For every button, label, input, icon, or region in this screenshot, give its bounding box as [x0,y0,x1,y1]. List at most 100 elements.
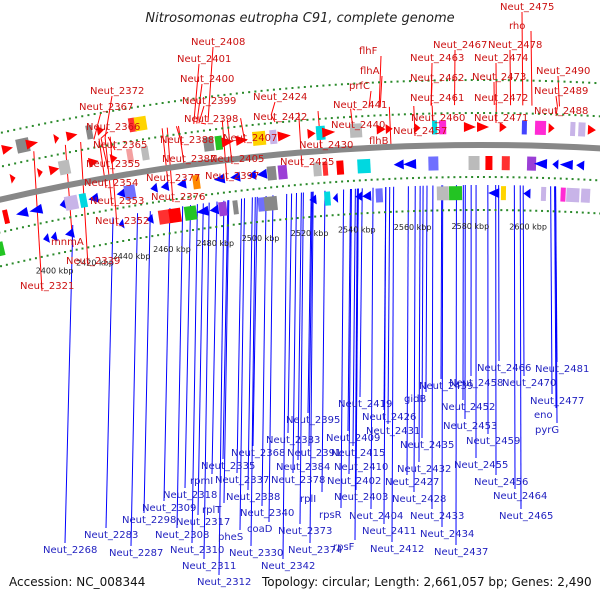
gene-block [560,187,566,202]
tick-dot [459,209,462,212]
tick-dot [282,120,285,123]
tick-dot [279,88,282,91]
tick-dot [75,149,78,152]
tick-dot [500,209,503,212]
tick-dot [482,176,485,179]
gene-block [428,156,439,171]
annotation-line [200,122,207,125]
gene-arrow [403,158,417,169]
gene-block [523,188,531,199]
gene-label: Neut_2488 [534,106,588,117]
gene-label: mnmA [51,237,84,248]
tick-dot [276,185,279,188]
gene-block [116,187,127,198]
gene-arrow [25,139,39,150]
tick-dot [93,146,96,149]
tick-dot [52,253,55,256]
tick-dot [263,122,266,125]
tick-dot [81,115,84,118]
tick-dot [291,87,294,90]
tick-dot [140,203,143,206]
gene-block [123,184,137,200]
tick-dot [598,115,600,118]
tick-dot [587,211,590,214]
gene-arrow [146,213,154,224]
tick-label: 2560 kbp [394,223,432,232]
tick-dot [267,219,270,222]
gene-label: Neut_2388 [160,135,214,146]
gene-label: Neut_2471 [474,113,528,124]
annotation-line [176,206,184,529]
tick-dot [310,85,313,88]
tick-dot [81,148,84,151]
gene-block [48,165,60,176]
tick-dot [376,178,379,181]
gene-arrow [533,159,548,170]
gene-arrow [463,122,476,133]
gene-rect [534,120,547,136]
gene-label: Neut_2365 [93,140,147,151]
tick-dot [336,116,339,119]
gene-label: Neut_2321 [20,281,74,292]
gene-label: rpmI [190,476,213,487]
tick-dot [266,89,269,92]
gene-rect [560,187,566,202]
gene-label: Neut_2408 [191,37,245,48]
tick-dot [476,79,479,82]
tick-dot [514,79,517,82]
tick-dot-rings [0,79,600,268]
tick-dot [483,79,486,82]
tick-dot [523,209,526,212]
tick-dot [477,209,480,212]
tick-dot [285,87,288,90]
gene-label: rpsR [319,510,342,521]
gene-block [307,128,316,139]
gene-block [324,191,332,206]
annotation-line [550,186,553,395]
gene-block [43,233,50,243]
tick-dot [476,112,479,115]
annotation-line [252,196,258,447]
tick-dot [471,176,474,179]
gene-block [202,136,215,152]
gene-label: Neut_2309 [142,503,196,514]
annotation-line [163,208,171,502]
gene-rect [202,136,215,152]
tick-dot [167,101,170,104]
tick-dot [577,178,580,181]
tick-dot [371,81,374,84]
gene-block [500,186,507,201]
tick-dot [489,79,492,82]
gene-label: coaD [247,524,273,535]
gene-label: Neut_2367 [79,102,133,113]
gene-block [168,207,182,224]
gene-rect [322,161,329,176]
gene-arrow [499,122,507,133]
tick-dot [489,112,492,115]
gene-rect [448,186,463,201]
annotation-line [431,105,434,124]
gene-block [436,186,449,201]
tick-dot [203,227,206,230]
tick-dot [27,224,30,227]
tick-dot [69,249,72,252]
tick-dot [501,79,504,82]
gene-label: Neut_2431 [366,426,420,437]
tick-dot [388,177,391,180]
tick-dot [92,211,95,214]
gene-arrow [88,192,100,203]
map-title: Nitrosomonas eutropha C91, complete geno… [145,11,454,26]
tick-dot [0,265,3,268]
gene-label: Neut_2424 [253,92,307,103]
tick-dot [520,79,523,82]
tick-dot [459,176,462,179]
annotation-line [352,108,356,111]
gene-block [277,131,291,142]
annotation-line [509,49,512,106]
gene-arrow [118,218,125,229]
gene-label: Neut_2383 [266,435,320,446]
gene-rect [569,121,576,137]
annotation-line [359,188,363,398]
gene-arrow [213,173,226,184]
tick-dot [186,98,189,101]
